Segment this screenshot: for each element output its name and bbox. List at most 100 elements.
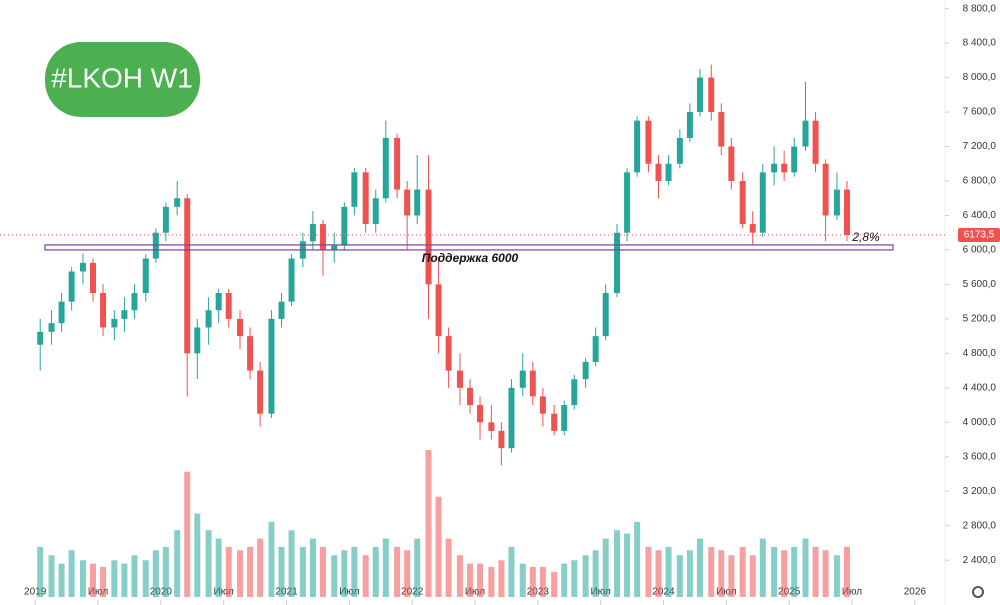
volume-bar: [205, 530, 212, 597]
volume-bar: [781, 550, 788, 597]
volume-bar: [404, 550, 411, 597]
candle-body: [257, 370, 264, 414]
x-tick-label: Июл: [842, 587, 862, 598]
volume-bar: [184, 471, 191, 597]
candle-body: [791, 146, 798, 173]
volume-bar: [445, 538, 452, 597]
volume-bar: [299, 546, 306, 597]
candle-body: [184, 198, 191, 354]
candle-body: [843, 189, 850, 235]
volume-bar: [309, 538, 316, 597]
volume-bar: [802, 538, 809, 597]
volume-bar: [519, 563, 526, 597]
candle-body: [749, 224, 756, 233]
volume-bar: [89, 563, 96, 597]
volume-bar: [624, 533, 631, 597]
candle-body: [802, 120, 809, 147]
candle-body: [822, 163, 829, 216]
candle-body: [833, 189, 840, 216]
volume-bar: [822, 550, 829, 597]
y-tick-label: 2 800,0: [963, 520, 997, 531]
volume-bar: [394, 546, 401, 597]
candle-body: [194, 327, 201, 354]
candle-body: [781, 163, 788, 173]
volume-bar: [645, 546, 652, 597]
candle-body: [592, 336, 599, 362]
candle-body: [759, 172, 766, 233]
volume-bar: [152, 550, 159, 597]
candle-body: [319, 224, 326, 250]
candle-body: [466, 387, 473, 406]
volume-bar: [162, 546, 169, 597]
candle-body: [37, 331, 44, 345]
x-tick-label: 2021: [275, 587, 298, 598]
y-tick-label: 3 200,0: [963, 486, 997, 497]
candle-body: [382, 137, 389, 199]
candle-body: [288, 258, 295, 302]
volume-bar: [749, 555, 756, 597]
candle-body: [100, 293, 107, 328]
volume-bar: [341, 550, 348, 597]
y-tick-label: 8 800,0: [963, 3, 997, 14]
y-tick-label: 4 000,0: [963, 417, 997, 428]
y-tick-label: 3 600,0: [963, 451, 997, 462]
candle-body: [237, 318, 244, 337]
candle-body: [414, 189, 421, 216]
y-tick-label: 4 800,0: [963, 348, 997, 359]
y-tick-label: 7 200,0: [963, 141, 997, 152]
candle-body: [309, 224, 316, 242]
y-tick-label: 2 400,0: [963, 555, 997, 566]
candle-body: [529, 370, 536, 397]
volume-bar: [708, 546, 715, 597]
volume-bar: [739, 546, 746, 597]
x-tick-label: Июл: [88, 587, 108, 598]
volume-bar: [121, 563, 128, 597]
candle-body: [634, 120, 641, 173]
volume-bar: [539, 566, 546, 597]
volume-bar: [791, 546, 798, 597]
settings-icon[interactable]: [972, 586, 984, 598]
candle-body: [372, 198, 379, 225]
candle-body: [645, 120, 652, 164]
volume-bar: [634, 521, 641, 597]
volume-bar: [466, 563, 473, 597]
candle-body: [247, 336, 254, 371]
x-tick-label: Июл: [591, 587, 611, 598]
gear[interactable]: [972, 586, 984, 598]
x-tick-label: 2026: [904, 587, 927, 598]
candle-body: [624, 172, 631, 233]
candle-body: [121, 310, 128, 319]
y-tick-label: 5 200,0: [963, 314, 997, 325]
candle-body: [508, 387, 515, 449]
candle-body: [686, 112, 693, 138]
volume-bar: [561, 563, 568, 597]
x-tick-label: 2023: [527, 587, 550, 598]
title-badge: #LKOH W1: [45, 42, 200, 117]
candle-body: [519, 370, 526, 388]
volume-bar: [237, 550, 244, 597]
candle-body: [696, 77, 703, 113]
candle-body: [739, 180, 746, 225]
volume-bar: [718, 550, 725, 597]
candle-body: [676, 137, 683, 164]
candle-body: [351, 172, 358, 207]
candle-body: [435, 284, 442, 337]
volume-bar: [278, 546, 285, 597]
support-label: Поддержка 6000: [422, 251, 519, 265]
y-tick-label: 8 000,0: [963, 72, 997, 83]
candle-body: [425, 189, 432, 285]
y-tick-label: 8 400,0: [963, 38, 997, 49]
y-tick-label: 4 400,0: [963, 382, 997, 393]
y-tick-label: 6 800,0: [963, 176, 997, 187]
volume-bar: [414, 538, 421, 597]
volume-bar: [498, 560, 505, 597]
volume-bar: [551, 571, 558, 597]
volume-bar: [728, 555, 735, 597]
volume-bar: [174, 530, 181, 597]
candle-body: [111, 318, 118, 328]
candle-body: [394, 137, 401, 190]
candle-body: [665, 163, 672, 181]
volume-bar: [288, 530, 295, 597]
candle-body: [718, 112, 725, 147]
